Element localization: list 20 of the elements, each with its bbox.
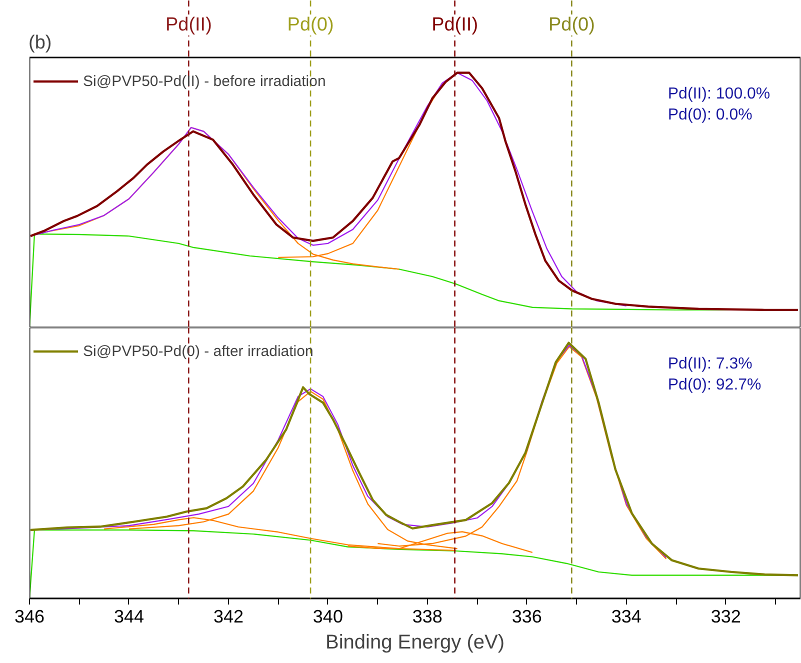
x-tick-label: 338 (412, 606, 442, 626)
x-tick-label: 332 (710, 606, 741, 626)
annotation: Pd(0): 92.7% (668, 376, 762, 394)
legend-label: Si@PVP50-Pd(0) - after irradiation (83, 342, 314, 360)
x-tick-label: 336 (512, 606, 542, 626)
ref-line-label: Pd(II) (432, 14, 478, 36)
annotation: Pd(0): 0.0% (668, 106, 752, 124)
ref-line-label: Pd(0) (287, 14, 334, 36)
annotation: Pd(II): 100.0% (668, 86, 770, 102)
x-tick-label: 342 (213, 606, 244, 626)
legend-label: Si@PVP50-Pd(II) - before irradiation (83, 72, 326, 90)
x-tick-label: 346 (14, 606, 45, 626)
ref-line-label: Pd(II) (165, 14, 212, 36)
ref-line-label: Pd(0) (548, 14, 595, 36)
chart-title: (b) (28, 32, 52, 54)
annotation: Pd(II): 7.3% (668, 356, 752, 372)
x-tick-label: 340 (312, 606, 343, 626)
x-axis-title: Binding Energy (eV) (326, 632, 504, 654)
x-tick-label: 334 (611, 606, 642, 626)
x-tick-label: 344 (114, 606, 144, 626)
